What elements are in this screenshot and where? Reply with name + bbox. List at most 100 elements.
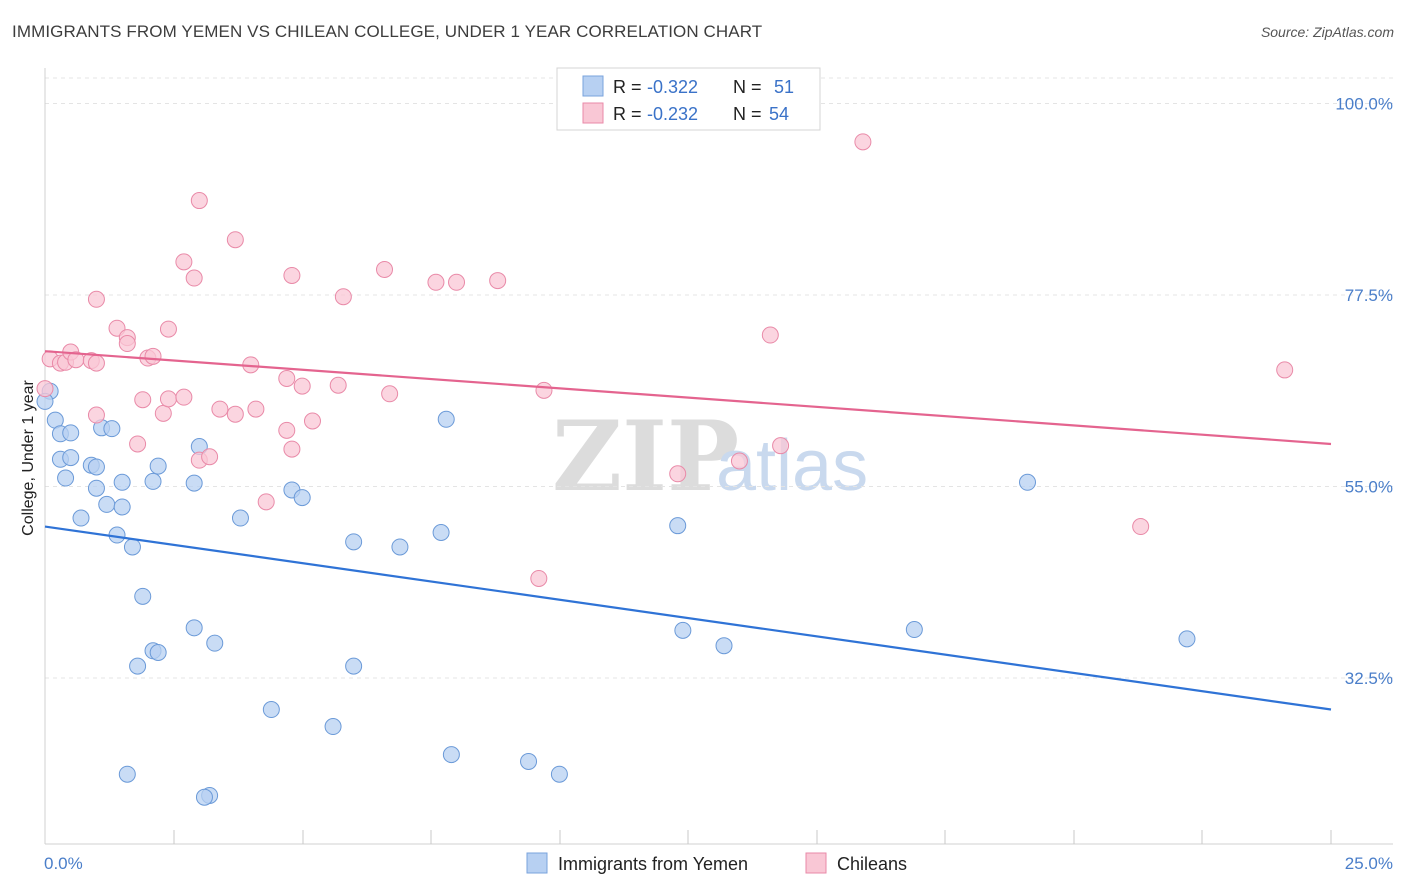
y-tick-label-55: 55.0% — [1345, 478, 1393, 497]
point-yemen-24 — [185, 474, 203, 492]
point-yemen-16 — [113, 498, 131, 516]
point-yemen-18 — [134, 587, 152, 605]
legend-swatch-chileans — [582, 102, 604, 124]
point-chileans-26 — [226, 405, 244, 423]
watermark-zip: ZIP — [552, 400, 739, 513]
point-chileans-21 — [185, 269, 203, 287]
point-chileans-22 — [190, 192, 208, 210]
series-legend: Immigrants from Yemen Chileans — [526, 852, 907, 874]
legend-n-label-chileans: N = — [733, 104, 762, 124]
point-chileans-17 — [159, 390, 177, 408]
legend-n-value-chileans: 54 — [769, 104, 789, 124]
series-legend-swatch-yemen — [526, 852, 548, 874]
point-chileans-41 — [448, 273, 466, 291]
point-chileans-34 — [283, 440, 301, 458]
point-yemen-6 — [62, 449, 80, 467]
point-yemen-47 — [118, 765, 136, 783]
point-yemen-42 — [674, 621, 692, 639]
point-chileans-25 — [211, 400, 229, 418]
point-yemen-38 — [442, 746, 460, 764]
point-chileans-31 — [278, 369, 296, 387]
point-chileans-52 — [36, 380, 54, 398]
x-tick-label-min: 0.0% — [44, 854, 83, 873]
point-chileans-13 — [134, 391, 152, 409]
legend-n-value-yemen: 51 — [774, 77, 794, 97]
point-yemen-41 — [669, 517, 687, 535]
point-yemen-12 — [98, 495, 116, 513]
gridlines — [45, 77, 1393, 679]
point-chileans-38 — [381, 385, 399, 403]
point-chileans-12 — [129, 435, 147, 453]
point-chileans-37 — [329, 376, 347, 394]
point-chileans-15 — [144, 347, 162, 365]
x-tick-label-max: 25.0% — [1345, 854, 1393, 873]
point-yemen-29 — [262, 701, 280, 719]
point-yemen-21 — [129, 657, 147, 675]
point-yemen-15 — [113, 473, 131, 491]
point-chileans-43 — [530, 569, 548, 587]
legend-n-label-yemen: N = — [733, 77, 762, 97]
y-axis-label: College, Under 1 year — [20, 380, 37, 536]
y-tick-label-77-5: 77.5% — [1345, 286, 1393, 305]
points-layer — [36, 133, 1294, 806]
point-yemen-43 — [715, 637, 733, 655]
point-chileans-36 — [334, 288, 352, 306]
legend-swatch-yemen — [582, 75, 604, 97]
point-chileans-39 — [376, 261, 394, 278]
point-chileans-50 — [1132, 518, 1150, 536]
point-chileans-40 — [427, 273, 445, 291]
point-yemen-39 — [520, 752, 538, 770]
point-yemen-33 — [345, 533, 363, 551]
series-legend-label-yemen: Immigrants from Yemen — [558, 854, 748, 874]
point-yemen-20 — [149, 644, 167, 661]
point-yemen-49 — [195, 788, 213, 806]
point-yemen-44 — [905, 621, 923, 639]
y-tick-label-32-5: 32.5% — [1345, 669, 1393, 688]
legend-r-label-yemen: R = — [613, 77, 642, 97]
point-yemen-31 — [293, 489, 311, 507]
point-chileans-32 — [278, 421, 296, 439]
point-chileans-11 — [118, 335, 136, 353]
point-chileans-18 — [159, 320, 177, 338]
point-chileans-35 — [293, 377, 311, 395]
point-yemen-5 — [62, 424, 80, 442]
legend-r-value-chileans: -0.232 — [647, 104, 698, 124]
point-yemen-10 — [87, 479, 105, 497]
point-chileans-24 — [201, 448, 219, 466]
point-chileans-30 — [257, 493, 275, 511]
point-chileans-8 — [87, 290, 105, 308]
trend-line-chileans — [44, 350, 1332, 446]
point-chileans-45 — [669, 465, 687, 483]
point-yemen-28 — [231, 509, 249, 527]
point-yemen-35 — [391, 538, 409, 556]
series-legend-swatch-chileans — [805, 852, 827, 874]
point-chileans-44 — [535, 381, 553, 399]
point-yemen-40 — [550, 765, 568, 783]
point-yemen-22 — [144, 472, 162, 490]
point-chileans-47 — [761, 326, 779, 344]
point-yemen-23 — [149, 457, 167, 475]
point-yemen-27 — [206, 634, 224, 652]
point-chileans-33 — [283, 266, 301, 284]
point-chileans-20 — [175, 253, 193, 271]
point-yemen-7 — [72, 509, 90, 527]
source-credit: Source: ZipAtlas.com — [1260, 24, 1394, 40]
series-legend-label-chileans: Chileans — [837, 854, 907, 874]
x-tick-marks — [173, 830, 1332, 844]
point-chileans-48 — [772, 437, 790, 455]
chart-title: IMMIGRANTS FROM YEMEN VS CHILEAN COLLEGE… — [12, 22, 763, 41]
y-tick-label-100: 100.0% — [1335, 95, 1393, 114]
legend-r-value-yemen: -0.322 — [647, 77, 698, 97]
legend-r-label-chileans: R = — [613, 104, 642, 124]
point-yemen-45 — [1019, 473, 1037, 491]
point-yemen-46 — [1178, 630, 1196, 648]
point-chileans-6 — [87, 354, 105, 372]
point-yemen-9 — [87, 458, 105, 476]
point-yemen-4 — [57, 469, 75, 487]
point-chileans-53 — [303, 412, 321, 430]
point-yemen-34 — [345, 657, 363, 675]
point-yemen-32 — [324, 718, 342, 736]
point-yemen-13 — [103, 420, 121, 438]
point-chileans-16 — [154, 404, 172, 422]
